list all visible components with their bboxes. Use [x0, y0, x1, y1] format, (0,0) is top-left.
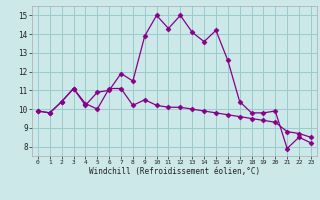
- X-axis label: Windchill (Refroidissement éolien,°C): Windchill (Refroidissement éolien,°C): [89, 167, 260, 176]
